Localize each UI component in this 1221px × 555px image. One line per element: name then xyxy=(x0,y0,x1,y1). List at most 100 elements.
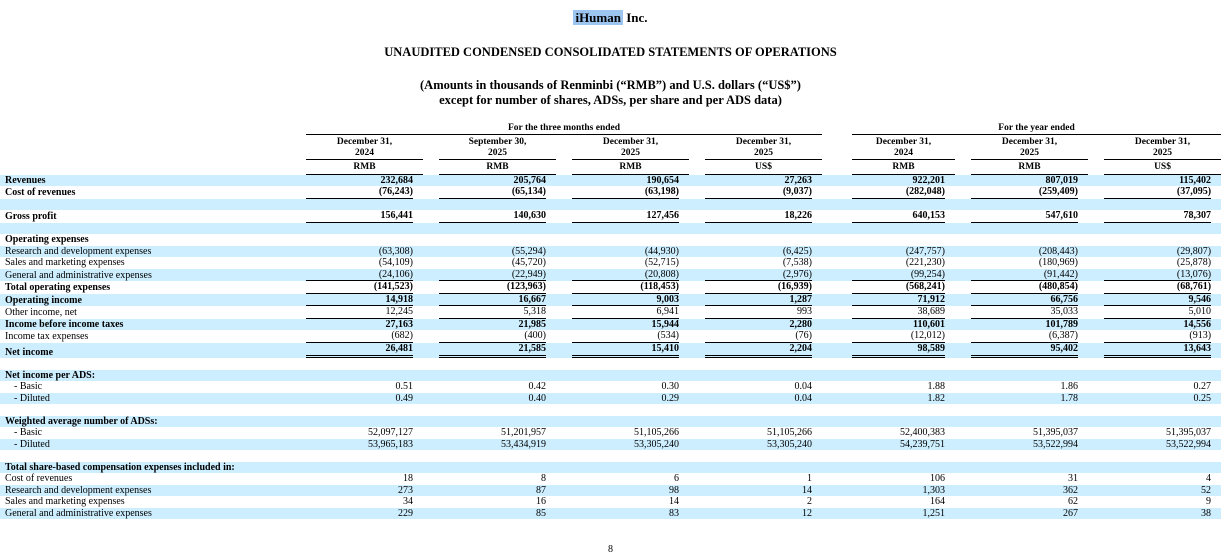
cell-value xyxy=(439,416,546,428)
cell-value: 16,667 xyxy=(439,294,546,306)
cell-value xyxy=(306,404,413,416)
cell: 51,105,266 xyxy=(556,427,689,439)
cell: 0.49 xyxy=(290,393,423,405)
cell xyxy=(955,199,1088,211)
cell-value: 115,402 xyxy=(1179,174,1212,186)
cell xyxy=(955,223,1088,235)
currency-header-row: RMB RMB RMB US$ RMB RMB US$ xyxy=(0,160,1221,175)
cell-value: 1.82 xyxy=(927,392,946,404)
table-row: Sales and marketing expenses (54,109) (45,… xyxy=(0,257,1221,269)
cell-value: 27,163 xyxy=(385,318,414,330)
cell xyxy=(556,450,689,462)
cell-value: 51,201,957 xyxy=(501,427,546,438)
period-date: December 31, xyxy=(735,137,792,147)
cell-value: 53,965,183 xyxy=(368,438,413,450)
cell-value: (65,134) xyxy=(439,186,546,199)
cell-value: 127,456 xyxy=(572,210,679,223)
cell-value xyxy=(852,416,945,428)
period-header: December 31, 2024 xyxy=(852,137,955,160)
cell xyxy=(556,199,689,211)
cell: 16 xyxy=(423,496,556,508)
cell: 164 xyxy=(822,496,955,508)
table-row: Gross profit 156,441 140,630 127,456 18,226 6… xyxy=(0,210,1221,223)
cell-value: 27,263 xyxy=(784,174,813,186)
cell-value xyxy=(306,416,413,428)
cell: (12,012) xyxy=(822,330,955,343)
cell xyxy=(556,358,689,370)
cell: (91,442) xyxy=(955,269,1088,281)
cell xyxy=(423,234,556,246)
cell xyxy=(423,358,556,370)
company-name: iHuman Inc. xyxy=(0,10,1221,25)
cell-value: (208,443) xyxy=(1038,245,1078,257)
cell-value: (6,425) xyxy=(782,245,812,257)
cell-value: (7,538) xyxy=(782,257,812,268)
table-body: Revenues 232,684 205,764 190,654 27,263 922,2… xyxy=(0,174,1221,519)
cell xyxy=(423,199,556,211)
table-row: Cost of revenues (76,243) (65,134) (63,198)… xyxy=(0,186,1221,199)
cell: 18,226 xyxy=(689,210,822,223)
cell-value xyxy=(439,370,546,382)
cell-value: 1 xyxy=(807,473,812,484)
cell-value: 0.29 xyxy=(661,392,680,404)
cell: 993 xyxy=(689,306,822,319)
row-label: Operating income xyxy=(5,294,82,306)
table-row: Cost of revenues 18 8 6 1 106 31 4 xyxy=(0,473,1221,485)
cell: (99,254) xyxy=(822,269,955,281)
cell: 14 xyxy=(689,485,822,497)
cell-value xyxy=(971,404,1078,416)
cell-value: 52 xyxy=(1201,484,1212,496)
cell-value xyxy=(852,450,945,462)
cell-value: 38 xyxy=(1201,507,1212,519)
cell-value: 4 xyxy=(1206,473,1212,484)
cell: 0.25 xyxy=(1088,393,1221,405)
row-label: Net income xyxy=(5,346,54,358)
cell-value: (682) xyxy=(306,330,413,343)
cell-value xyxy=(1104,223,1211,235)
cell-value: 1.88 xyxy=(927,381,946,392)
cell: (259,409) xyxy=(955,186,1088,199)
cell: 0.04 xyxy=(689,393,822,405)
cell-value: 38,689 xyxy=(852,306,945,319)
cell xyxy=(1088,416,1221,428)
period-header-row: December 31, 2024 September 30, 2025 Decembe… xyxy=(0,135,1221,160)
cell: (208,443) xyxy=(955,246,1088,258)
cell xyxy=(689,358,822,370)
period-header-cell: September 30, 2025 xyxy=(423,135,556,160)
row-label: Research and development expenses xyxy=(5,245,152,257)
row-label: General and administrative expenses xyxy=(5,269,152,281)
cell xyxy=(955,462,1088,474)
cell-value: 51,395,037 xyxy=(1166,427,1212,438)
cell xyxy=(689,450,822,462)
cell: (568,241) xyxy=(822,281,955,294)
cell: 98 xyxy=(556,485,689,497)
cell-value xyxy=(971,234,1078,246)
currency-header: RMB xyxy=(852,162,955,175)
period-header-cell: December 31, 2025 xyxy=(955,135,1088,160)
period-date: December 31, xyxy=(336,137,393,147)
period-header: December 31, 2025 xyxy=(572,137,689,160)
cell: 52 xyxy=(1088,485,1221,497)
cell-value: 0.25 xyxy=(1193,392,1212,404)
cell: (123,963) xyxy=(423,281,556,294)
cell-value: 5,010 xyxy=(1104,306,1212,319)
cell: 38,689 xyxy=(822,306,955,319)
cell: 15,944 xyxy=(556,319,689,331)
cell-value: (16,939) xyxy=(705,281,812,294)
cell-value: (29,807) xyxy=(1176,245,1212,257)
cell: 1.86 xyxy=(955,381,1088,393)
cell xyxy=(1088,450,1221,462)
statements-table: For the three months ended For the year e… xyxy=(0,123,1221,519)
cell xyxy=(822,358,955,370)
cell-value: (913) xyxy=(1104,330,1212,343)
cell-value: 110,601 xyxy=(913,318,945,330)
cell-value: (13,076) xyxy=(1104,269,1212,281)
cell: 14,918 xyxy=(290,294,423,306)
cell xyxy=(1088,462,1221,474)
table-row: Weighted average number of ADSs: xyxy=(0,415,1221,428)
cell-value xyxy=(1104,404,1211,416)
cell xyxy=(423,223,556,235)
cell-value xyxy=(572,223,679,235)
cell: (24,106) xyxy=(290,269,423,281)
cell-value: 18 xyxy=(403,473,413,484)
